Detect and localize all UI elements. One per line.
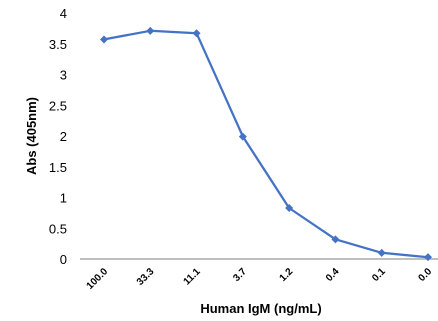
y-tick-label: 2 [60, 129, 67, 144]
data-point-marker [424, 253, 432, 262]
y-tick-label: 1 [60, 191, 67, 206]
data-point-marker [238, 132, 247, 141]
y-tick-label: 0 [60, 252, 67, 267]
y-tick-label: 3 [60, 68, 67, 83]
data-point-marker [377, 248, 386, 257]
x-tick-label: 0.1 [370, 266, 388, 284]
x-tick-label: 11.1 [182, 266, 203, 287]
x-tick-label: 100.0 [85, 266, 111, 292]
x-tick-label: 0.4 [324, 266, 342, 284]
data-point-marker [331, 235, 340, 244]
y-axis-title: Abs (405nm) [24, 97, 39, 175]
series-markers [100, 26, 432, 262]
y-tick-label: 3.5 [49, 37, 67, 52]
x-tick-label: 33.3 [135, 266, 157, 288]
y-tick-label: 2.5 [49, 98, 67, 113]
data-point-marker [192, 29, 201, 38]
data-point-marker [285, 203, 294, 212]
data-point-marker [146, 26, 155, 35]
series-line [103, 29, 429, 259]
x-axis-ticks: 100.0 33.3 11.1 3.7 1.2 0.4 0.1 0.0 [85, 266, 435, 292]
x-tick-label: 1.2 [278, 266, 296, 284]
y-tick-label: 0.5 [49, 221, 67, 236]
data-point-marker [100, 35, 108, 44]
x-tick-label: 3.7 [231, 266, 249, 284]
y-tick-label: 1.5 [49, 160, 67, 175]
y-axis-ticks: 0 0.5 1 1.5 2 2.5 3 3.5 4 [49, 6, 67, 267]
x-axis-title: Human IgM (ng/mL) [200, 301, 321, 316]
x-tick-label: 0.0 [417, 266, 435, 284]
y-tick-label: 4 [60, 6, 67, 21]
